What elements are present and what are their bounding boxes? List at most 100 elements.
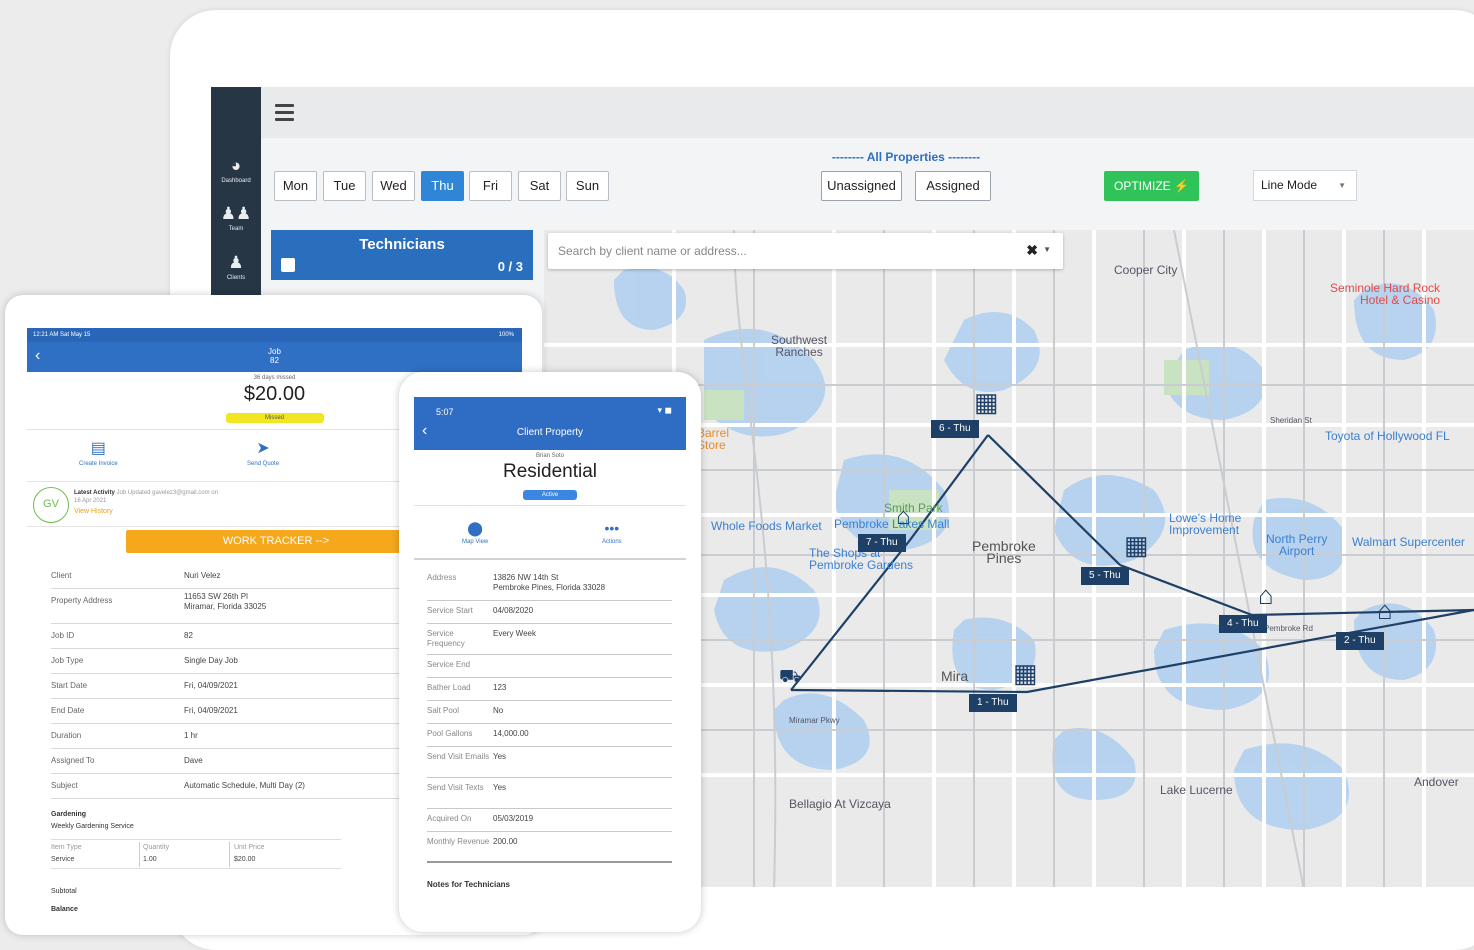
view-history-link[interactable]: View History xyxy=(74,508,113,515)
table-row: Subject Automatic Schedule, Multi Day (2) xyxy=(51,774,431,799)
send-icon: ➤ xyxy=(256,440,270,457)
more-dots-icon: ••• xyxy=(604,520,620,536)
map-label-andover: Andover xyxy=(1414,775,1459,789)
table-row: Bather Load 123 xyxy=(427,678,672,701)
job-detail-table: Client Nuri Velez Property Address 11653 S… xyxy=(51,564,431,799)
sidebar-item-clients[interactable]: ♟ Clients xyxy=(211,253,261,282)
table-row: Service Start 04/08/2020 xyxy=(427,601,672,624)
table-row: Address 13826 NW 14th St Pembroke Pines, F… xyxy=(427,568,672,601)
route-stop-2[interactable]: 2 - Thu xyxy=(1336,632,1384,650)
map-label-lake-lucerne: Lake Lucerne xyxy=(1160,783,1233,797)
status-badge: Missed xyxy=(225,413,324,423)
job-nav-subtitle: 82 xyxy=(270,356,279,365)
signal-icon: ▾ ◼ xyxy=(657,405,673,415)
sidebar-item-dashboard[interactable]: ◕ Dashboard xyxy=(211,156,261,185)
users-icon: ♟♟ xyxy=(220,204,252,223)
latest-activity: GV Latest Activity Job Updated gavelez3@… xyxy=(27,481,522,527)
table-row: Assigned To Dave xyxy=(51,749,431,774)
chevron-down-icon[interactable]: ▼ xyxy=(1043,245,1051,254)
send-quote-button[interactable]: ➤ Send Quote xyxy=(247,440,280,467)
day-button-tue[interactable]: Tue xyxy=(323,171,366,201)
day-button-mon[interactable]: Mon xyxy=(274,171,317,201)
route-stop-7[interactable]: 7 - Thu xyxy=(858,534,906,552)
select-all-technicians-checkbox[interactable] xyxy=(281,258,295,272)
day-button-fri[interactable]: Fri xyxy=(469,171,512,201)
table-row: Monthly Revenue 200.00 xyxy=(427,832,672,863)
day-button-sat[interactable]: Sat xyxy=(518,171,561,201)
top-bar xyxy=(261,87,1474,138)
job-summary: 36 days missed $20.00 Missed xyxy=(27,375,522,424)
work-tracker-button[interactable]: WORK TRACKER --> xyxy=(126,530,426,553)
day-button-thu[interactable]: Thu xyxy=(421,171,464,201)
chevron-down-icon: ▼ xyxy=(1338,181,1346,190)
building-icon: ▦ xyxy=(974,387,999,417)
job-nav-title: Job xyxy=(268,347,281,356)
map-label-walmart: Walmart Supercenter xyxy=(1352,535,1465,549)
map-label-miramar-pkwy: Miramar Pkwy xyxy=(789,716,840,725)
job-totals: Subtotal Balance xyxy=(51,888,78,913)
user-icon: ♟ xyxy=(228,253,244,272)
table-row: Acquired On 05/03/2019 xyxy=(427,809,672,832)
map-label-pembroke-lakes-mall: Pembroke Lakes Mall xyxy=(834,517,950,531)
map-label-seminole: Seminole Hard Rock Hotel & Casino xyxy=(1330,281,1441,307)
map-label-pembroke-pines: Pembroke Pines xyxy=(972,538,1036,566)
map-label-north-perry-airport: North Perry Airport xyxy=(1266,532,1328,558)
tablet-status-bar: 12:21 AM Sat May 15 100% xyxy=(27,328,522,342)
table-row: Property Address 11653 SW 26th Pl Miramar,… xyxy=(51,589,431,624)
map-label-southwest-ranches: Southwest Ranches xyxy=(771,333,828,359)
document-icon: ▤ xyxy=(90,440,106,457)
map-mode-select[interactable]: Line Mode ▼ xyxy=(1253,170,1357,201)
map-label-sheridan-st: Sheridan St xyxy=(1270,416,1312,425)
day-button-sun[interactable]: Sun xyxy=(566,171,609,201)
table-row: Client Nuri Velez xyxy=(51,564,431,589)
optimize-button[interactable]: OPTIMIZE ⚡ xyxy=(1104,171,1199,201)
map-label-toyota: Toyota of Hollywood FL xyxy=(1325,429,1450,443)
property-screen-title: Client Property xyxy=(516,427,584,438)
technicians-count: 0 / 3 xyxy=(497,259,523,274)
table-row: Pool Gallons 14,000.00 xyxy=(427,724,672,747)
back-chevron-icon[interactable]: ‹ xyxy=(422,422,428,439)
table-row: Duration 1 hr xyxy=(51,724,431,749)
client-property-screen: 5:07 ▾ ◼ ‹ Client Property Brian Soto Re… xyxy=(414,397,686,927)
sidebar-item-team[interactable]: ♟♟ Team xyxy=(211,204,261,233)
technicians-panel: Technicians 0 / 3 xyxy=(271,230,533,280)
property-detail-table: Address 13826 NW 14th St Pembroke Pines, F… xyxy=(427,568,672,863)
notes-for-technicians: Notes for Technicians xyxy=(427,880,510,889)
house-icon: ⌂ xyxy=(1377,595,1393,625)
day-button-wed[interactable]: Wed xyxy=(372,171,415,201)
map-label-whole-foods: Whole Foods Market xyxy=(711,519,822,533)
job-nav-bar: ‹ Job 82 xyxy=(27,342,522,372)
table-row: Service Frequency Every Week xyxy=(427,624,672,655)
create-invoice-button[interactable]: ▤ Create Invoice xyxy=(79,440,118,467)
map-label-bellagio: Bellagio At Vizcaya xyxy=(789,797,891,811)
job-actions: ▤ Create Invoice ➤ Send Quote xyxy=(27,429,522,481)
assigned-filter-button[interactable]: Assigned xyxy=(915,171,991,201)
map-label-lowes: Lowe's Home Improvement xyxy=(1169,511,1242,537)
map-label-smith-park: Smith Park xyxy=(884,501,943,515)
all-properties-title: -------- All Properties -------- xyxy=(831,150,981,164)
route-stop-5[interactable]: 5 - Thu xyxy=(1081,567,1129,585)
clear-search-icon[interactable]: ✖ xyxy=(1026,242,1038,258)
unassigned-filter-button[interactable]: Unassigned xyxy=(821,171,902,201)
table-row: Send Visit Emails Yes xyxy=(427,747,672,778)
days-missed: 36 days missed xyxy=(253,375,296,381)
hamburger-menu-icon[interactable] xyxy=(275,104,294,121)
property-type: Residential xyxy=(503,461,597,482)
map-label-cooper-city: Cooper City xyxy=(1114,263,1178,277)
map-view-button[interactable]: ⬤ Map View xyxy=(462,520,489,545)
building-icon: ▦ xyxy=(1013,658,1038,688)
gauge-icon: ◕ xyxy=(230,156,242,175)
technicians-title: Technicians xyxy=(359,236,445,253)
table-row: End Date Fri, 04/09/2021 xyxy=(51,699,431,724)
actions-button[interactable]: ••• Actions xyxy=(602,520,622,545)
job-amount: $20.00 xyxy=(243,383,306,405)
route-stop-6[interactable]: 6 - Thu xyxy=(931,420,979,438)
route-stop-4[interactable]: 4 - Thu xyxy=(1219,615,1267,633)
property-summary: Brian Soto Residential Active xyxy=(414,450,686,506)
property-owner: Brian Soto xyxy=(535,453,565,459)
back-chevron-icon[interactable]: ‹ xyxy=(35,347,41,364)
map-search-input[interactable]: Search by client name or address... ✖ ▼ xyxy=(548,233,1063,269)
route-stop-1[interactable]: 1 - Thu xyxy=(969,694,1017,712)
table-row: Salt Pool No xyxy=(427,701,672,724)
property-actions: ⬤ Map View ••• Actions xyxy=(414,506,686,560)
